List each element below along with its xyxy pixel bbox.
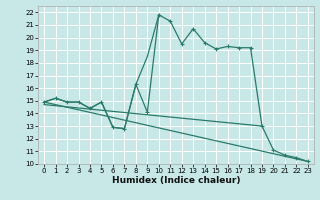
X-axis label: Humidex (Indice chaleur): Humidex (Indice chaleur): [112, 176, 240, 185]
